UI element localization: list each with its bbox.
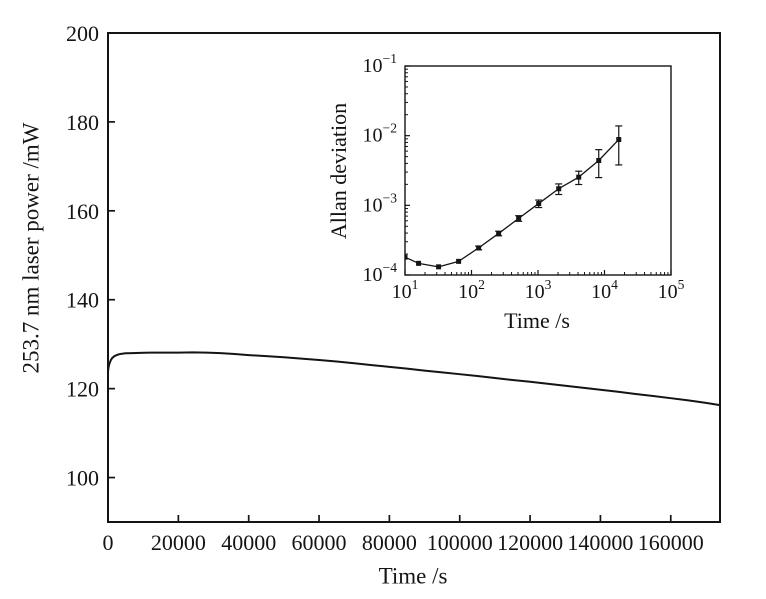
svg-text:105: 105 bbox=[658, 277, 685, 303]
svg-text:140000: 140000 bbox=[567, 530, 633, 555]
inset-x-axis-label: Time /s bbox=[504, 308, 570, 333]
inset-plot: 101 102 103 104 105 10−4 10−3 10−2 10−1 bbox=[363, 51, 685, 303]
main-data-line bbox=[108, 351, 720, 407]
svg-text:101: 101 bbox=[392, 277, 419, 303]
svg-text:103: 103 bbox=[525, 277, 552, 303]
svg-text:10−1: 10−1 bbox=[363, 51, 397, 77]
svg-text:104: 104 bbox=[591, 277, 618, 303]
main-y-axis-label: 253.7 nm laser power /mW bbox=[18, 122, 44, 374]
inset-frame bbox=[404, 65, 672, 276]
svg-text:102: 102 bbox=[458, 277, 485, 303]
main-x-axis-label: Time /s bbox=[378, 563, 448, 589]
svg-text:120000: 120000 bbox=[497, 530, 563, 555]
main-frame bbox=[107, 32, 721, 523]
inset-data-line bbox=[405, 138, 620, 268]
svg-text:10−2: 10−2 bbox=[363, 121, 398, 147]
svg-text:80000: 80000 bbox=[362, 530, 417, 555]
svg-text:60000: 60000 bbox=[292, 530, 347, 555]
inset-minor-ticks bbox=[405, 68, 669, 275]
inset-data-markers bbox=[405, 137, 622, 270]
svg-text:100000: 100000 bbox=[427, 530, 493, 555]
svg-text:160: 160 bbox=[66, 199, 99, 224]
svg-text:200: 200 bbox=[66, 21, 99, 46]
svg-text:10−4: 10−4 bbox=[363, 260, 398, 286]
main-plot: 0 20000 40000 60000 80000 100000 120000 140000 1… bbox=[66, 21, 721, 555]
inset-y-axis-label: Allan deviation bbox=[326, 102, 351, 240]
main-ticks: 0 20000 40000 60000 80000 100000 120000 140000 1… bbox=[66, 21, 704, 555]
inset-series bbox=[405, 125, 623, 270]
inset-ticks: 101 102 103 104 105 10−4 10−3 10−2 10−1 bbox=[363, 51, 685, 303]
svg-text:0: 0 bbox=[103, 530, 114, 555]
svg-text:100: 100 bbox=[66, 466, 99, 491]
svg-text:120: 120 bbox=[66, 377, 99, 402]
svg-text:140: 140 bbox=[66, 288, 99, 313]
svg-text:180: 180 bbox=[66, 110, 99, 135]
svg-text:40000: 40000 bbox=[221, 530, 276, 555]
svg-text:20000: 20000 bbox=[151, 530, 206, 555]
svg-text:10−3: 10−3 bbox=[363, 190, 398, 216]
main-series bbox=[108, 351, 720, 407]
svg-text:160000: 160000 bbox=[638, 530, 704, 555]
